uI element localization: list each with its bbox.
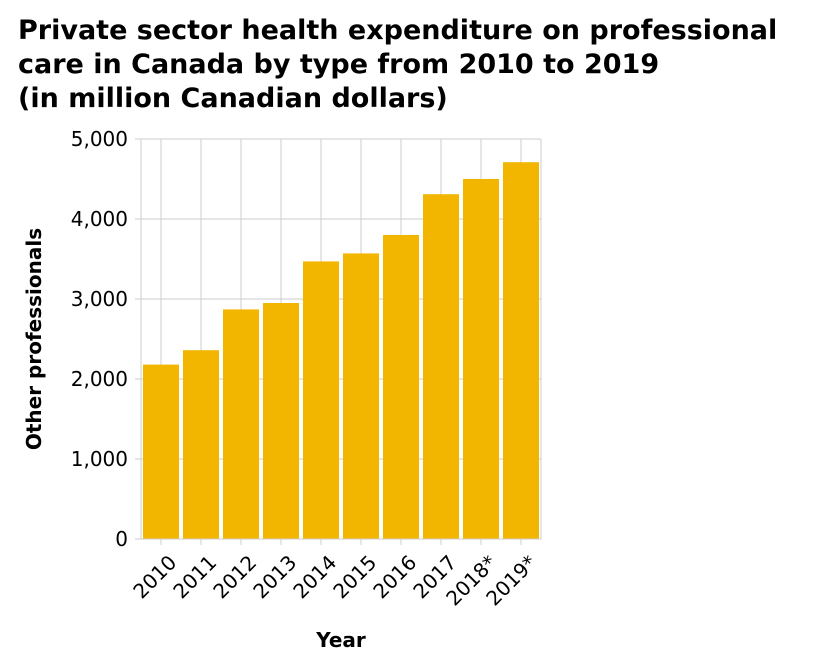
chart-title-line-2: care in Canada by type from 2010 to 2019: [18, 49, 660, 80]
x-tick-label: 2012: [208, 550, 261, 603]
x-tick-label: 2013: [248, 550, 301, 603]
x-tick-label: 2010: [128, 550, 181, 603]
x-tick-label: 2011: [168, 550, 221, 603]
bar-2014: [303, 261, 339, 539]
y-tick-label: 2,000: [71, 367, 128, 391]
chart-title-line-1: Private sector health expenditure on pro…: [18, 15, 778, 46]
bar-2011: [183, 350, 219, 539]
bar-2012: [223, 309, 259, 539]
x-tick-label: 2016: [368, 550, 421, 603]
y-tick-label: 4,000: [71, 207, 128, 231]
bar-2016: [383, 235, 419, 539]
y-tick-label: 5,000: [71, 127, 128, 151]
bars: [143, 162, 539, 539]
bar-2010: [143, 364, 179, 539]
bar-2015: [343, 253, 379, 539]
bar-2019: [503, 162, 539, 539]
y-tick-label: 3,000: [71, 287, 128, 311]
y-axis-title: Other professionals: [22, 228, 46, 450]
y-tick-label: 1,000: [71, 447, 128, 471]
x-tick-label: 2015: [328, 550, 381, 603]
chart-title-line-3: (in million Canadian dollars): [18, 83, 448, 114]
bar-2013: [263, 303, 299, 539]
bar-2017: [423, 194, 459, 539]
chart-title: Private sector health expenditure on pro…: [18, 14, 818, 116]
x-axis-title: Year: [315, 628, 366, 652]
y-tick-label: 0: [115, 527, 128, 551]
x-tick-label: 2014: [288, 550, 341, 603]
bar-2018: [463, 179, 499, 539]
